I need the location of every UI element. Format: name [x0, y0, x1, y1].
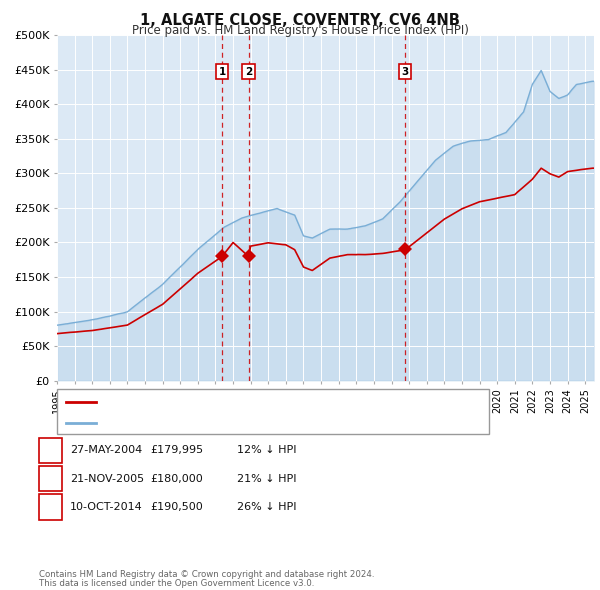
Text: 21% ↓ HPI: 21% ↓ HPI — [237, 474, 296, 484]
Text: This data is licensed under the Open Government Licence v3.0.: This data is licensed under the Open Gov… — [39, 579, 314, 588]
Text: 3: 3 — [401, 67, 409, 77]
Text: 2: 2 — [47, 474, 54, 484]
Text: 26% ↓ HPI: 26% ↓ HPI — [237, 502, 296, 512]
Text: 21-NOV-2005: 21-NOV-2005 — [70, 474, 145, 484]
Text: 1, ALGATE CLOSE, COVENTRY, CV6 4NB (detached house): 1, ALGATE CLOSE, COVENTRY, CV6 4NB (deta… — [101, 397, 401, 407]
Text: Contains HM Land Registry data © Crown copyright and database right 2024.: Contains HM Land Registry data © Crown c… — [39, 570, 374, 579]
Text: £180,000: £180,000 — [150, 474, 203, 484]
Text: £190,500: £190,500 — [150, 502, 203, 512]
Text: 2: 2 — [245, 67, 252, 77]
Text: HPI: Average price, detached house, Coventry: HPI: Average price, detached house, Cove… — [101, 418, 341, 428]
Text: £179,995: £179,995 — [150, 445, 203, 455]
Text: 3: 3 — [47, 502, 54, 512]
Text: 1: 1 — [47, 445, 54, 455]
Text: Price paid vs. HM Land Registry's House Price Index (HPI): Price paid vs. HM Land Registry's House … — [131, 24, 469, 37]
Text: 12% ↓ HPI: 12% ↓ HPI — [237, 445, 296, 455]
Text: 1: 1 — [218, 67, 226, 77]
Text: 27-MAY-2004: 27-MAY-2004 — [70, 445, 142, 455]
Text: 1, ALGATE CLOSE, COVENTRY, CV6 4NB: 1, ALGATE CLOSE, COVENTRY, CV6 4NB — [140, 13, 460, 28]
Text: 10-OCT-2014: 10-OCT-2014 — [70, 502, 143, 512]
